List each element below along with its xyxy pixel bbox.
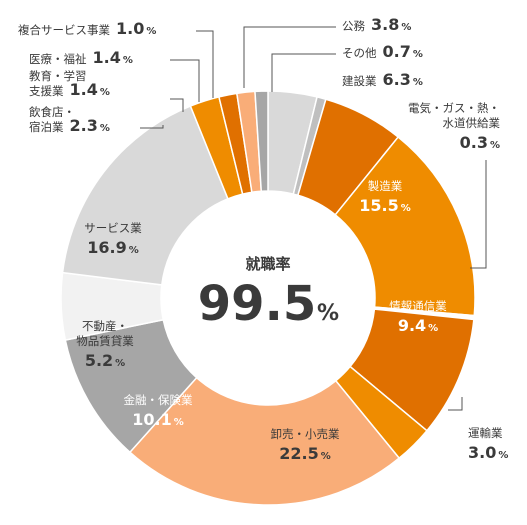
slice-label-5: サービス業 16.9% xyxy=(84,221,142,257)
slice-14 xyxy=(254,90,269,193)
callout-4: 公務 3.8% xyxy=(342,15,411,34)
callout-1-value: 1.4 xyxy=(93,48,121,67)
callout-7-leader xyxy=(470,160,487,269)
callout-3-category: 宿泊業 2.3% xyxy=(29,116,110,135)
slice-label-1-category: 情報通信業 xyxy=(389,299,447,313)
slice-7 xyxy=(128,376,401,506)
slice-label-0: 製造業 15.5% xyxy=(359,179,411,215)
callout-7: 電気・ガス・熱・水道供給業 0.3% xyxy=(408,101,500,152)
slice-10 xyxy=(61,105,229,286)
slice-label-4-category: 物品賃貸業 xyxy=(76,334,134,348)
callout-3-category: 飲食店・ xyxy=(29,105,75,119)
callout-2-leader xyxy=(170,98,184,112)
slice-label-0-category: 製造業 xyxy=(368,179,403,193)
callout-5-category: その他 0.7% xyxy=(342,42,423,61)
callout-5-leader xyxy=(271,53,336,92)
callout-0: 複合サービス事業 1.0% xyxy=(18,19,156,38)
slice-label-2-category: 卸売・小売業 xyxy=(271,427,340,441)
slice-label-3: 金融・保険業 10.1% xyxy=(124,393,193,429)
slice-label-5-value: 16.9% xyxy=(87,238,139,257)
slice-label-2: 卸売・小売業 22.5% xyxy=(271,427,340,463)
callout-8: 運輸業 3.0% xyxy=(468,426,508,462)
slice-label-2-value: 22.5% xyxy=(279,444,331,463)
slice-label-3-category: 金融・保険業 xyxy=(124,393,193,407)
callout-6-value: 6.3 xyxy=(383,70,411,89)
callout-8-value: 3.0% xyxy=(468,443,508,462)
callout-6: 建設業 6.3% xyxy=(342,70,423,89)
callout-0-category: 複合サービス事業 1.0% xyxy=(18,19,156,38)
callout-7-category: 電気・ガス・熱・ xyxy=(408,101,500,115)
callout-5: その他 0.7% xyxy=(342,42,423,61)
callout-2-category: 教育・学習 xyxy=(29,69,87,83)
callout-2-value: 1.4 xyxy=(70,80,98,99)
chart-title: 就職率 xyxy=(245,255,290,273)
callout-4-category: 公務 3.8% xyxy=(342,15,411,34)
slice-label-0-value: 15.5% xyxy=(359,196,411,215)
donut-slices xyxy=(60,90,476,506)
callout-1-leader xyxy=(170,59,200,102)
callout-0-leader xyxy=(196,30,214,98)
slice-label-4-category: 不動産・ xyxy=(82,319,128,333)
callout-6-category: 建設業 6.3% xyxy=(342,70,423,89)
callout-8-category: 運輸業 xyxy=(468,426,503,440)
callout-4-leader xyxy=(243,26,336,88)
callout-3-value: 2.3 xyxy=(70,116,98,135)
callout-7-value: 0.3% xyxy=(460,133,500,152)
callout-1: 医療・福祉 1.4% xyxy=(29,48,133,67)
callout-2-category: 支援業 1.4% xyxy=(29,80,110,99)
callout-3: 飲食店・宿泊業 2.3% xyxy=(29,105,110,135)
slice-label-3-value: 10.1% xyxy=(132,410,184,429)
callout-7-category: 水道供給業 xyxy=(443,116,501,130)
callout-1-category: 医療・福祉 1.4% xyxy=(29,48,133,67)
total-unit: % xyxy=(317,301,339,326)
callout-5-value: 0.7 xyxy=(383,42,411,61)
slice-label-5-category: サービス業 xyxy=(84,221,142,235)
callout-3-leader xyxy=(140,125,164,129)
total-value: 99.5 xyxy=(198,276,316,332)
center-label: 就職率 99.5 % xyxy=(198,255,339,332)
callout-8-leader xyxy=(448,397,463,411)
callout-0-value: 1.0 xyxy=(116,19,144,38)
callout-4-value: 3.8 xyxy=(371,15,399,34)
